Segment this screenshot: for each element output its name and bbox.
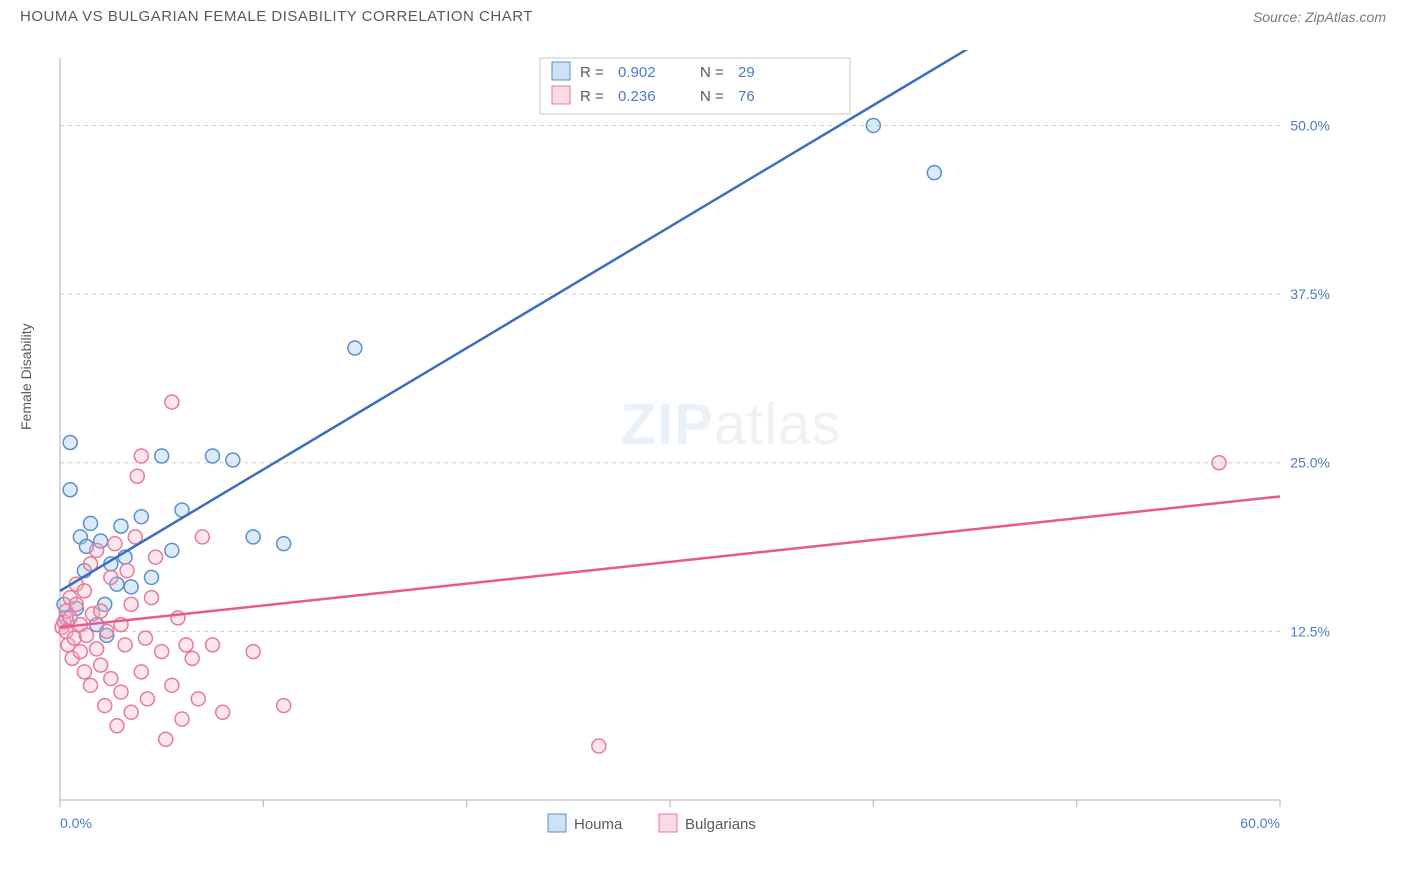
data-point [63, 483, 77, 497]
data-point [108, 537, 122, 551]
bottom-legend-label: Houma [574, 816, 623, 833]
data-point [98, 699, 112, 713]
legend-n-value: 76 [738, 88, 755, 105]
data-point [145, 591, 159, 605]
data-point [226, 453, 240, 467]
scatter-plot: 12.5% 25.0% 37.5% 50.0% 0.0% 60.0% ZIPatlas R =… [50, 50, 1360, 840]
data-point [216, 705, 230, 719]
data-point [130, 469, 144, 483]
data-point [145, 570, 159, 584]
data-point [155, 449, 169, 463]
bottom-legend-swatch [548, 814, 566, 832]
source-attribution: Source: ZipAtlas.com [1253, 9, 1386, 25]
data-point [592, 739, 606, 753]
y-tick-label: 12.5% [1290, 623, 1330, 639]
data-point [866, 118, 880, 132]
data-point [140, 692, 154, 706]
data-point [246, 645, 260, 659]
data-point [77, 584, 91, 598]
data-point [79, 628, 93, 642]
data-point [348, 341, 362, 355]
data-point [165, 543, 179, 557]
data-point [120, 564, 134, 578]
data-point [185, 651, 199, 665]
data-point [206, 638, 220, 652]
data-point [159, 732, 173, 746]
legend-n-label: N = [700, 88, 724, 105]
bottom-legend-swatch [659, 814, 677, 832]
data-point [175, 712, 189, 726]
data-point [84, 678, 98, 692]
data-point [138, 631, 152, 645]
trend-line [60, 50, 975, 591]
data-point [104, 672, 118, 686]
bottom-legend-label: Bulgarians [685, 816, 756, 833]
data-point [73, 645, 87, 659]
chart-header: HOUMA VS BULGARIAN FEMALE DISABILITY COR… [0, 0, 1406, 29]
data-point [90, 642, 104, 656]
data-point [134, 665, 148, 679]
data-point [206, 449, 220, 463]
data-point [114, 519, 128, 533]
data-point [179, 638, 193, 652]
legend-r-label: R = [580, 64, 604, 81]
data-point [114, 685, 128, 699]
data-point [94, 604, 108, 618]
legend-swatch [552, 62, 570, 80]
y-tick-label: 37.5% [1290, 286, 1330, 302]
data-point [100, 624, 114, 638]
data-point [277, 699, 291, 713]
data-point [124, 580, 138, 594]
data-point [165, 395, 179, 409]
data-point [195, 530, 209, 544]
data-point [118, 638, 132, 652]
legend-r-value: 0.236 [618, 88, 656, 105]
legend-n-value: 29 [738, 64, 755, 81]
x-tick-label: 0.0% [60, 815, 92, 831]
data-point [84, 516, 98, 530]
legend-swatch [552, 86, 570, 104]
data-point [165, 678, 179, 692]
data-point [90, 543, 104, 557]
chart-title: HOUMA VS BULGARIAN FEMALE DISABILITY COR… [20, 8, 533, 25]
data-point [94, 658, 108, 672]
data-point [69, 597, 83, 611]
data-point [191, 692, 205, 706]
data-point [124, 597, 138, 611]
data-point [134, 449, 148, 463]
data-point [77, 665, 91, 679]
x-tick-label: 60.0% [1240, 815, 1280, 831]
data-point [134, 510, 148, 524]
y-tick-label: 25.0% [1290, 455, 1330, 471]
trend-line [60, 496, 1280, 627]
y-tick-label: 50.0% [1290, 117, 1330, 133]
data-point [246, 530, 260, 544]
data-point [155, 645, 169, 659]
data-point [124, 705, 138, 719]
data-point [104, 570, 118, 584]
legend-r-label: R = [580, 88, 604, 105]
legend-n-label: N = [700, 64, 724, 81]
chart-area: 12.5% 25.0% 37.5% 50.0% 0.0% 60.0% ZIPatlas R =… [50, 50, 1360, 840]
y-axis-label: Female Disability [18, 323, 34, 430]
data-point [63, 435, 77, 449]
data-point [927, 166, 941, 180]
watermark: ZIPatlas [621, 392, 842, 457]
data-point [1212, 456, 1226, 470]
legend-r-value: 0.902 [618, 64, 656, 81]
data-point [110, 719, 124, 733]
data-point [277, 537, 291, 551]
data-point [149, 550, 163, 564]
